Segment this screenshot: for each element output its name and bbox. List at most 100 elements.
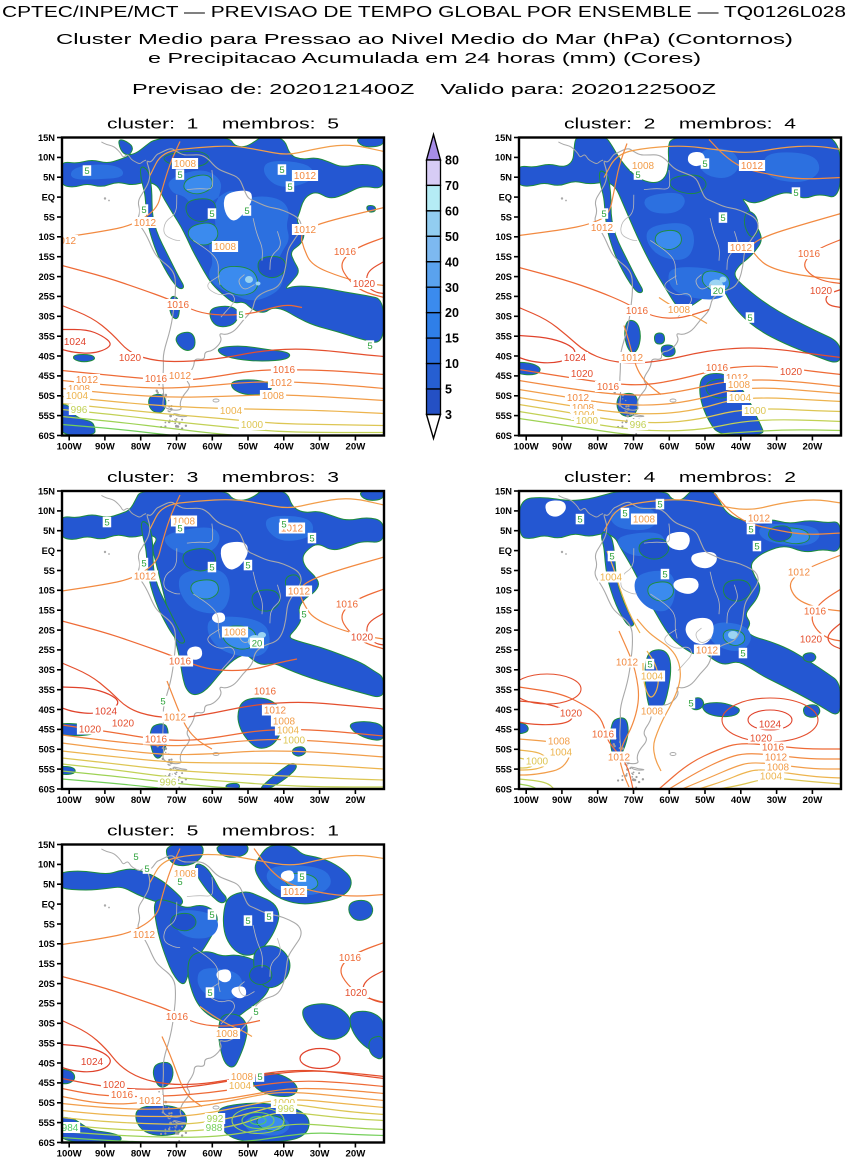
svg-text:50: 50 [445,230,459,244]
svg-text:5: 5 [245,560,250,571]
svg-text:40: 40 [445,255,459,269]
svg-text:70: 70 [445,179,459,193]
svg-text:5: 5 [133,852,138,863]
svg-text:1012: 1012 [567,393,590,404]
svg-text:5: 5 [253,1007,258,1018]
svg-text:1020: 1020 [571,369,594,380]
svg-text:5: 5 [281,519,286,530]
svg-text:1016: 1016 [167,300,190,311]
svg-text:1012: 1012 [748,514,771,525]
svg-text:1008: 1008 [767,763,790,774]
svg-text:1024: 1024 [64,337,87,348]
svg-text:5: 5 [238,310,243,321]
svg-text:1012: 1012 [591,223,614,234]
svg-text:5: 5 [367,341,372,352]
svg-text:20: 20 [713,286,724,297]
svg-text:e Precipitacao Acumulada em 24: e Precipitacao Acumulada em 24 horas (mm… [148,51,701,67]
svg-text:5: 5 [287,182,292,193]
svg-text:20: 20 [252,638,263,649]
svg-text:1012: 1012 [76,375,99,386]
svg-text:5: 5 [279,165,284,176]
svg-text:1012: 1012 [616,658,639,669]
svg-text:5: 5 [177,877,182,888]
svg-text:1020: 1020 [119,353,142,364]
svg-text:984: 984 [62,1123,79,1134]
svg-text:5: 5 [702,159,707,170]
svg-text:1020: 1020 [750,734,773,745]
svg-text:1004: 1004 [641,672,664,683]
svg-text:1008: 1008 [214,242,237,253]
svg-text:1016: 1016 [798,249,821,260]
svg-text:5: 5 [141,205,146,216]
svg-text:1012: 1012 [270,378,293,389]
svg-text:1004: 1004 [229,1081,252,1092]
svg-text:1004: 1004 [729,393,752,404]
svg-text:Previsao de: 2020121400Z Va: Previsao de: 2020121400Z Valido para: 20… [132,82,716,98]
svg-text:992: 992 [207,1114,224,1125]
svg-text:1012: 1012 [134,572,157,583]
svg-text:1020: 1020 [353,279,376,290]
svg-text:1012: 1012 [730,243,753,254]
svg-text:5: 5 [754,541,759,552]
svg-text:CPTEC/INPE/MCT — PREVISAO DE T: CPTEC/INPE/MCT — PREVISAO DE TEMPO GLOBA… [2,4,846,21]
svg-text:1008: 1008 [174,159,197,170]
svg-text:1004: 1004 [66,391,89,402]
svg-text:996: 996 [71,405,88,416]
svg-text:1008: 1008 [174,869,197,880]
svg-text:1020: 1020 [560,709,583,720]
svg-text:3: 3 [445,408,452,422]
svg-text:cluster: 4 membros: 2: cluster: 4 membros: 2 [564,469,796,486]
svg-text:1016: 1016 [626,306,649,317]
svg-text:1008: 1008 [633,515,656,526]
svg-text:1000: 1000 [283,736,306,747]
svg-text:1012: 1012 [134,218,157,229]
svg-text:1016: 1016 [166,1012,189,1023]
svg-text:cluster: 3 membros: 3: cluster: 3 membros: 3 [107,469,339,486]
svg-text:5: 5 [301,609,306,620]
svg-text:5: 5 [609,551,614,562]
svg-text:996: 996 [630,420,647,431]
svg-text:1016: 1016 [592,730,615,741]
svg-text:5: 5 [207,988,212,999]
svg-text:1020: 1020 [79,725,102,736]
svg-text:996: 996 [278,1104,295,1115]
svg-text:1020: 1020 [800,635,823,646]
svg-text:1016: 1016 [145,374,168,385]
svg-text:5: 5 [209,209,214,220]
svg-text:1016: 1016 [334,247,357,258]
svg-text:20: 20 [445,306,459,320]
svg-text:1016: 1016 [273,365,296,376]
svg-text:1012: 1012 [765,753,788,764]
svg-text:1008: 1008 [216,1029,239,1040]
svg-text:1020: 1020 [112,719,135,730]
svg-text:1000: 1000 [576,416,599,427]
svg-text:5: 5 [209,910,214,921]
svg-text:1016: 1016 [336,600,359,611]
svg-text:1008: 1008 [173,517,196,528]
svg-text:cluster: 5 membros: 1: cluster: 5 membros: 1 [107,823,339,840]
svg-text:1008: 1008 [728,380,751,391]
svg-text:1016: 1016 [111,1090,134,1101]
svg-text:15: 15 [445,332,459,346]
svg-text:1024: 1024 [564,353,587,364]
svg-text:5: 5 [635,170,640,181]
svg-text:5: 5 [601,209,606,220]
svg-text:5: 5 [793,188,798,199]
svg-text:cluster: 1 membros: 5: cluster: 1 membros: 5 [107,116,339,133]
svg-text:1016: 1016 [762,743,785,754]
svg-text:1004: 1004 [220,406,243,417]
svg-text:1012: 1012 [164,713,187,724]
svg-text:1000: 1000 [526,757,549,768]
svg-text:1012: 1012 [283,887,306,898]
svg-text:5: 5 [141,558,146,569]
svg-text:988: 988 [206,1123,223,1134]
svg-text:1008: 1008 [572,403,595,414]
svg-text:1016: 1016 [145,735,168,746]
svg-text:1012: 1012 [264,706,287,717]
svg-text:1012: 1012 [54,236,77,247]
svg-text:60: 60 [445,204,459,218]
svg-text:5: 5 [160,696,165,707]
svg-text:1004: 1004 [760,772,783,783]
svg-text:1000: 1000 [744,406,767,417]
svg-text:1012: 1012 [294,171,317,182]
